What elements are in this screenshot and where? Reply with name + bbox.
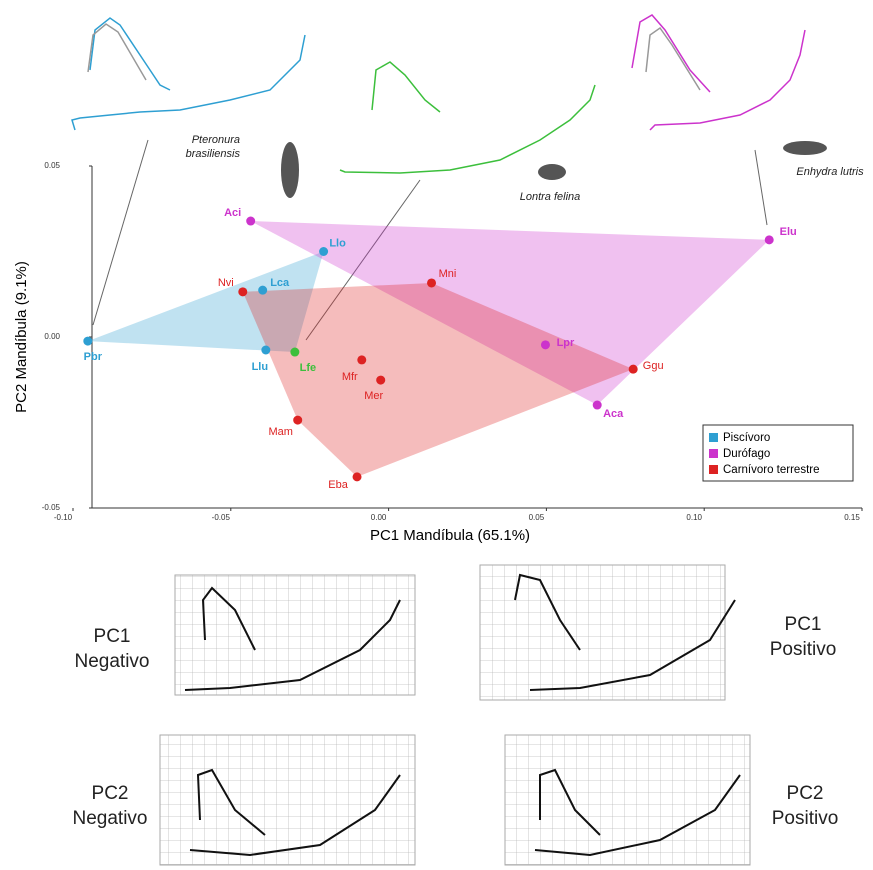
point	[83, 336, 93, 346]
point	[293, 415, 303, 425]
point	[357, 355, 367, 365]
point	[246, 216, 256, 226]
x-tick-label: -0.10	[54, 513, 73, 522]
point	[376, 375, 386, 385]
outline-enhydra	[631, 14, 806, 131]
panel-label: Positivo	[770, 639, 837, 660]
panel-label: PC2	[787, 783, 824, 804]
legend-label: Piscívoro	[723, 432, 770, 444]
outline-pteronura	[71, 17, 306, 131]
silhouettes	[281, 141, 827, 198]
point-label: Mer	[364, 390, 383, 402]
point-label: Mni	[439, 268, 457, 280]
y-tick-label: -0.05	[42, 503, 61, 512]
point	[427, 278, 437, 288]
x-tick-label: 0.00	[371, 513, 387, 522]
group-hull	[242, 282, 634, 477]
legend-swatch	[709, 433, 718, 442]
point	[540, 340, 550, 350]
point	[592, 400, 602, 410]
point-label: Llu	[252, 361, 269, 373]
point-label: Mfr	[342, 371, 358, 383]
point	[764, 235, 774, 245]
point-label: Llo	[329, 237, 346, 249]
plot: -0.10 -0.05 0.00 0.05 0.10 0.15-0.050.000.05P…	[13, 161, 863, 544]
point	[628, 364, 638, 374]
point-label: Lpr	[557, 337, 575, 349]
arrows	[92, 139, 768, 341]
panel-label: PC2	[92, 783, 129, 804]
annotation: Lontra felina	[520, 191, 581, 203]
panel-label: Positivo	[772, 808, 839, 829]
deformation-grids	[159, 564, 751, 866]
y-tick-label: 0.00	[44, 332, 60, 341]
panel-label: PC1	[785, 614, 822, 635]
point	[261, 345, 271, 355]
point	[319, 247, 329, 256]
panel-label: Negativo	[73, 808, 148, 829]
x-tick-label: -0.05	[212, 513, 231, 522]
x-tick-label: 0.15	[844, 513, 860, 522]
x-tick-label: 0.10	[686, 513, 702, 522]
group-hull	[87, 251, 324, 353]
y-axis-label: PC2 Mandíbula (9.1%)	[13, 261, 30, 413]
legend-box	[702, 424, 854, 482]
legend-swatch	[709, 465, 718, 474]
x-axis-label: PC1 Mandíbula (65.1%)	[370, 527, 530, 544]
point-label: Elu	[780, 226, 797, 238]
point-label: Aca	[603, 408, 624, 420]
point-label: Eba	[328, 479, 348, 491]
panel-label: PC1	[94, 626, 131, 647]
point	[238, 287, 248, 297]
point-label: Ggu	[643, 360, 664, 372]
group-hull	[250, 221, 770, 406]
annotation: Enhydra lutris	[796, 166, 864, 178]
legend-swatch	[709, 449, 718, 458]
legend-label: Durófago	[723, 448, 770, 460]
point	[290, 347, 300, 357]
point-label: Lca	[270, 277, 290, 289]
point	[258, 285, 268, 295]
outline-lontra	[339, 61, 596, 174]
point-label: Pbr	[84, 351, 103, 363]
annotation: Pteronura	[192, 134, 240, 146]
point-label: Mam	[268, 426, 292, 438]
legend-label: Carnívoro terrestre	[723, 464, 820, 476]
point-label: Aci	[224, 207, 241, 219]
point-label: Nvi	[218, 277, 234, 289]
panel-label: Negativo	[75, 651, 150, 672]
point	[352, 472, 362, 482]
y-tick-label: 0.05	[44, 161, 60, 170]
annotation: brasiliensis	[186, 148, 241, 160]
point-label: Lfe	[300, 362, 317, 374]
x-tick-label: 0.05	[529, 513, 545, 522]
